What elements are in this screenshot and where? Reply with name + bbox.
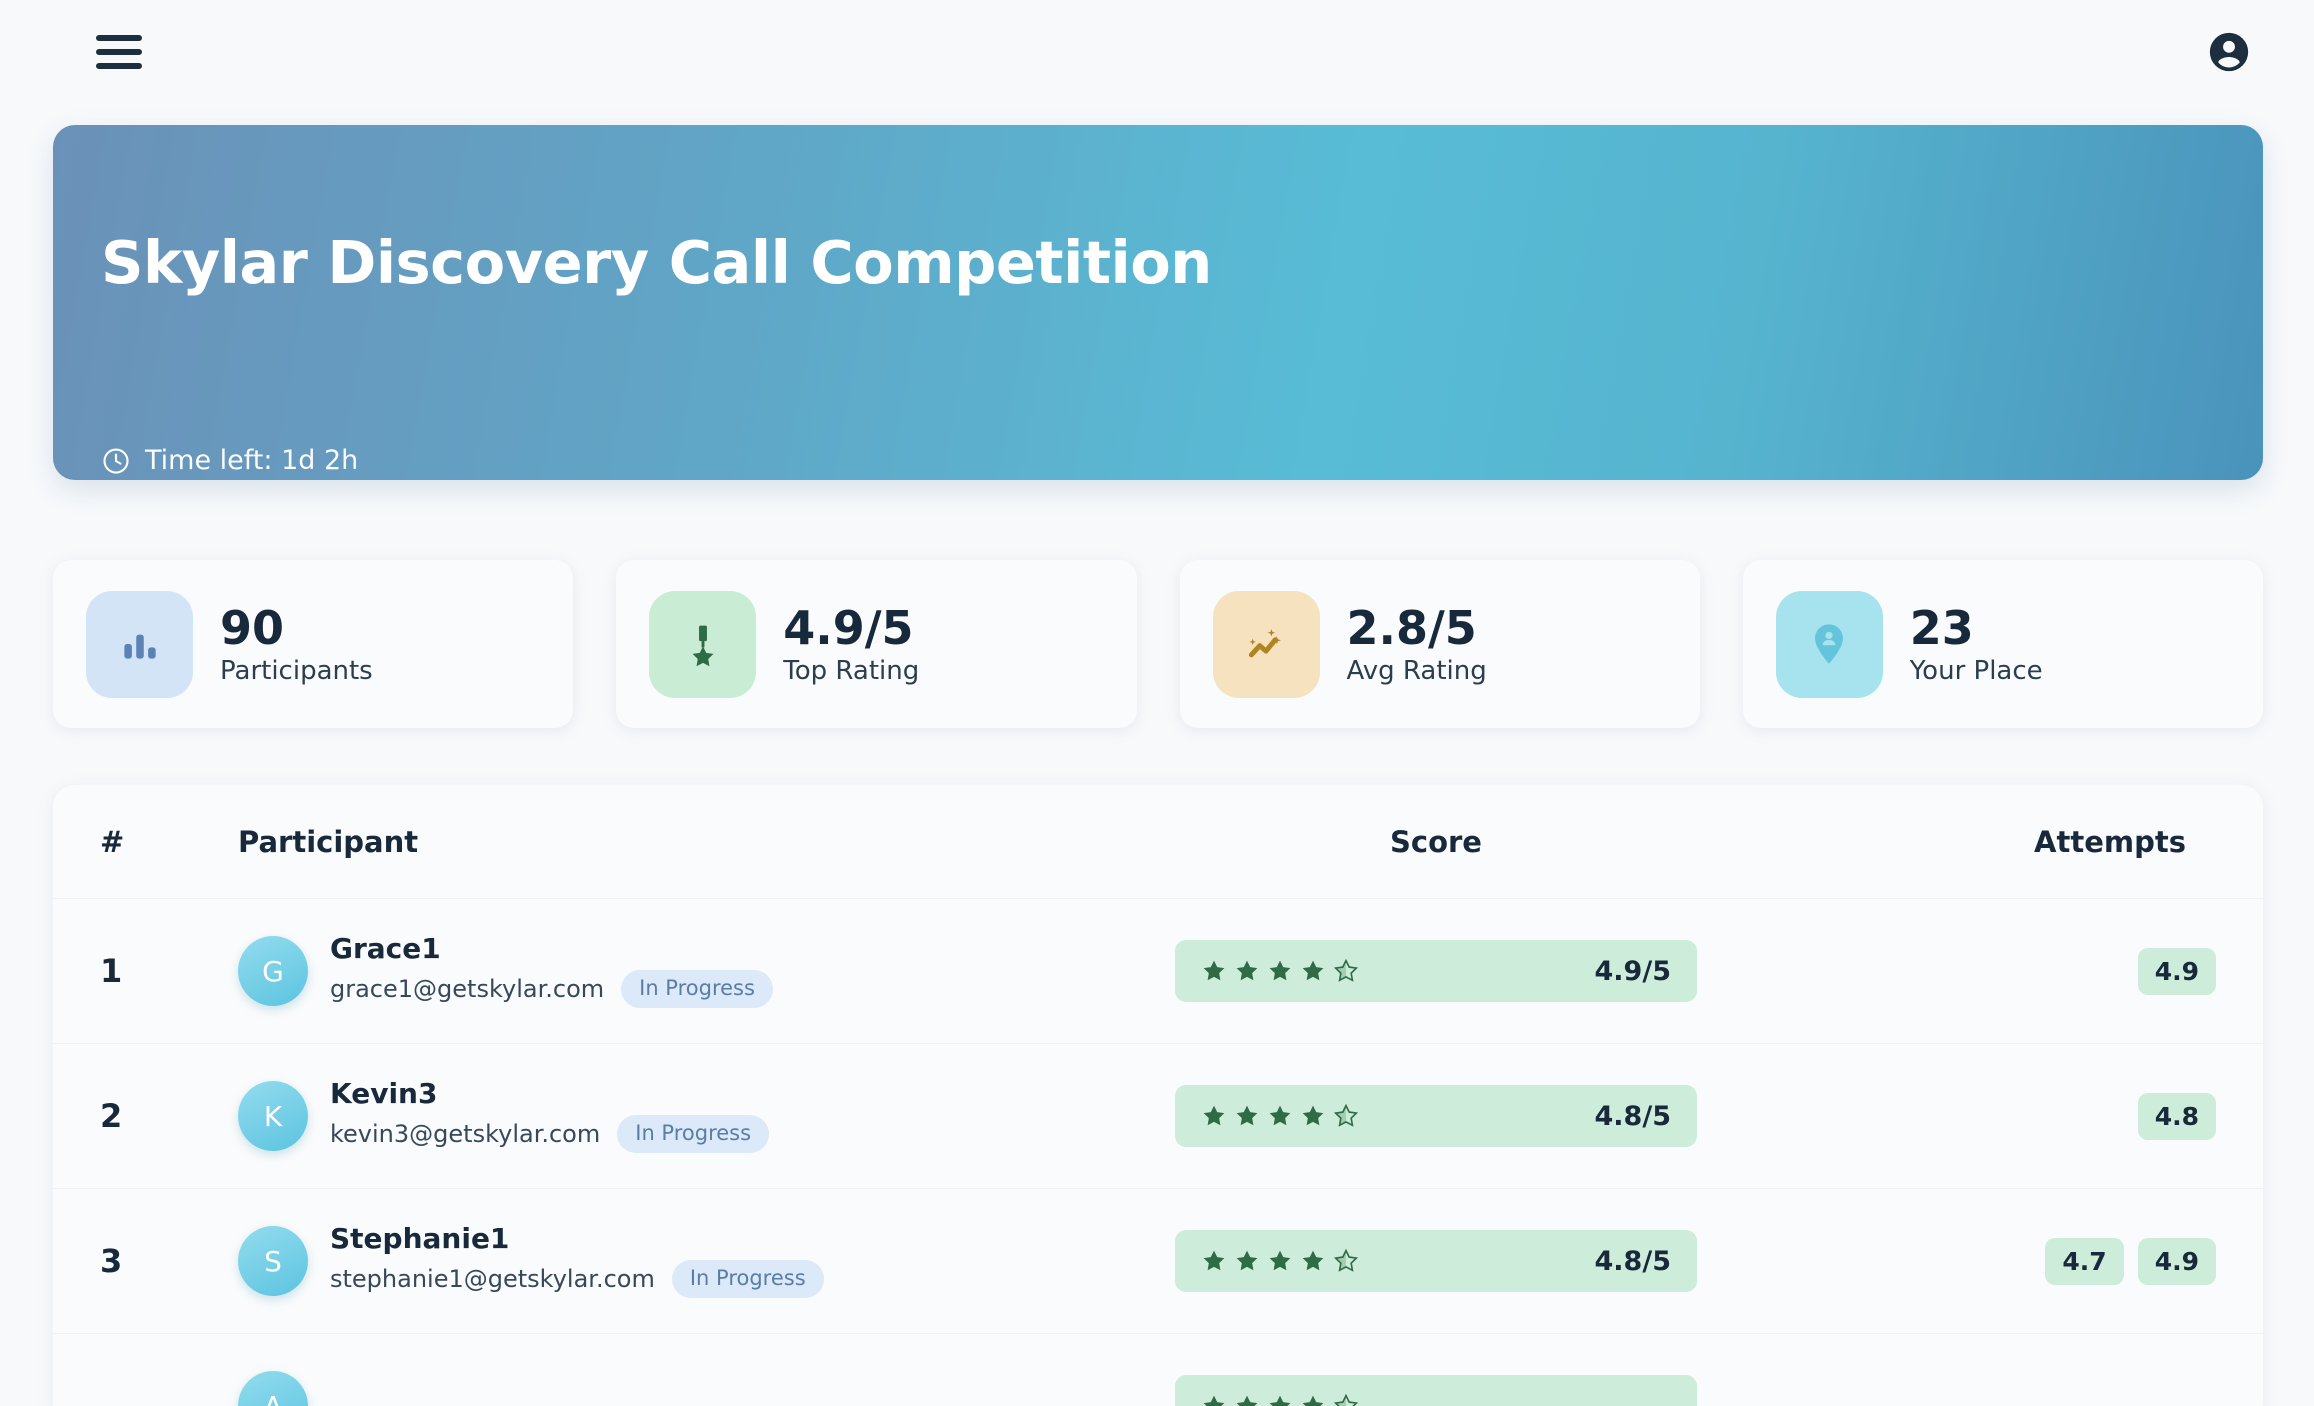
status-badge: In Progress <box>617 1114 770 1153</box>
stat-label: Top Rating <box>783 655 920 686</box>
bar-chart-icon <box>86 590 193 698</box>
row-rank: 3 <box>100 1242 123 1280</box>
star-half-icon <box>1333 1248 1359 1272</box>
score-pill: 4.8/5 <box>1175 1085 1697 1147</box>
stat-card-avg-rating[interactable]: 2.8/5 Avg Rating <box>1179 560 1700 728</box>
star-filled-icon <box>1269 1395 1291 1406</box>
hamburger-bar-1 <box>96 35 142 41</box>
score-value: 4.8/5 <box>1594 1100 1671 1132</box>
score-pill: 4.8/5 <box>1175 1230 1697 1292</box>
star-filled-icon <box>1302 1250 1324 1271</box>
avatar: S <box>238 1226 308 1296</box>
avatar: A <box>238 1371 308 1406</box>
participant-email: grace1@getskylar.com <box>330 974 605 1003</box>
avatar: K <box>238 1081 308 1151</box>
time-left-row: Time left: 1d 2h <box>101 445 358 476</box>
participant-email: stephanie1@getskylar.com <box>330 1264 655 1293</box>
stat-value: 90 <box>220 600 285 655</box>
score-value: 4.9/5 <box>1594 955 1671 987</box>
star-filled-icon <box>1203 1250 1225 1271</box>
hamburger-bar-2 <box>96 49 142 55</box>
table-row[interactable]: 1 G Grace1 grace1@getskylar.com In Progress 4… <box>53 898 2263 1043</box>
stat-card-your-place[interactable]: 23 Your Place <box>1742 560 2263 728</box>
star-half-icon <box>1333 958 1359 982</box>
medal-icon <box>649 590 757 698</box>
status-badge: In Progress <box>621 969 773 1008</box>
table-row[interactable]: 3 S Stephanie1 stephanie1@getskylar.com In P… <box>53 1188 2263 1333</box>
row-rank: 2 <box>100 1097 123 1135</box>
participant-name: Grace1 <box>330 931 441 965</box>
leaderboard-rows: 1 G Grace1 grace1@getskylar.com In Progress 4… <box>53 898 2263 1406</box>
score-pill <box>1175 1375 1697 1406</box>
participant-name: Kevin3 <box>330 1076 438 1110</box>
star-filled-icon <box>1236 960 1258 981</box>
stat-label: Participants <box>220 655 373 686</box>
page-title: Skylar Discovery Call Competition <box>101 228 1212 297</box>
leaderboard-header: # Participant Score Attempts <box>53 785 2263 898</box>
hamburger-bar-3 <box>96 63 142 69</box>
stat-label: Avg Rating <box>1346 655 1487 686</box>
score-value: 4.8/5 <box>1594 1245 1671 1277</box>
star-filled-icon <box>1302 1395 1324 1406</box>
attempts-badges: 4.9 <box>2137 947 2216 995</box>
star-filled-icon <box>1236 1250 1258 1271</box>
star-rating <box>1201 958 1359 984</box>
table-row[interactable]: 2 K Kevin3 kevin3@getskylar.com In Progress 4… <box>53 1043 2263 1188</box>
trending-up-sparkle-icon <box>1212 590 1320 698</box>
star-rating <box>1201 1248 1359 1274</box>
star-half-icon <box>1333 1393 1359 1406</box>
star-filled-icon <box>1236 1395 1258 1406</box>
column-header-rank: # <box>100 824 125 859</box>
attempt-badge: 4.7 <box>2045 1237 2124 1285</box>
account-circle-icon[interactable] <box>2206 29 2252 75</box>
star-filled-icon <box>1203 1105 1225 1126</box>
hero-banner: Skylar Discovery Call Competition Time l… <box>53 125 2263 480</box>
time-left-text: Time left: 1d 2h <box>145 445 359 476</box>
participant-name: Stephanie1 <box>330 1221 510 1255</box>
star-filled-icon <box>1269 1105 1291 1126</box>
leaderboard-panel: # Participant Score Attempts 1 G Grace1 gra… <box>53 785 2263 1406</box>
attempt-badge: 4.9 <box>2137 947 2216 995</box>
stat-value: 2.8/5 <box>1346 600 1477 655</box>
row-rank: 1 <box>100 952 123 990</box>
stats-row: 90 Participants 4.9/5 Top Rating <box>53 560 2263 728</box>
stat-card-participants[interactable]: 90 Participants <box>53 560 574 728</box>
clock-icon <box>103 447 129 474</box>
star-filled-icon <box>1269 1250 1291 1271</box>
star-filled-icon <box>1203 960 1225 981</box>
attempt-badge: 4.8 <box>2137 1092 2216 1140</box>
stat-value: 4.9/5 <box>783 600 914 655</box>
avatar: G <box>238 936 308 1006</box>
star-filled-icon <box>1203 1395 1225 1406</box>
star-rating <box>1201 1103 1359 1129</box>
attempts-badges: 4.8 <box>2137 1092 2216 1140</box>
star-filled-icon <box>1269 960 1291 981</box>
score-pill: 4.9/5 <box>1175 940 1697 1002</box>
column-header-participant: Participant <box>238 824 419 859</box>
star-filled-icon <box>1236 1105 1258 1126</box>
top-bar <box>0 0 2314 104</box>
column-header-score: Score <box>1390 824 1482 859</box>
attempt-badge: 4.9 <box>2137 1237 2216 1285</box>
star-filled-icon <box>1302 960 1324 981</box>
stat-card-top-rating[interactable]: 4.9/5 Top Rating <box>616 560 1137 728</box>
column-header-attempts: Attempts <box>2034 824 2186 859</box>
status-badge: In Progress <box>671 1259 824 1298</box>
location-person-pin-icon <box>1775 590 1883 698</box>
stat-label: Your Place <box>1909 655 2043 686</box>
star-half-icon <box>1333 1103 1359 1127</box>
star-filled-icon <box>1302 1105 1324 1126</box>
attempts-badges: 4.7 4.9 <box>2045 1237 2216 1285</box>
table-row[interactable]: A <box>53 1333 2263 1406</box>
stat-value: 23 <box>1909 600 1974 655</box>
participant-email: kevin3@getskylar.com <box>330 1119 601 1148</box>
hamburger-menu-icon[interactable] <box>96 35 142 69</box>
star-rating <box>1201 1393 1359 1406</box>
